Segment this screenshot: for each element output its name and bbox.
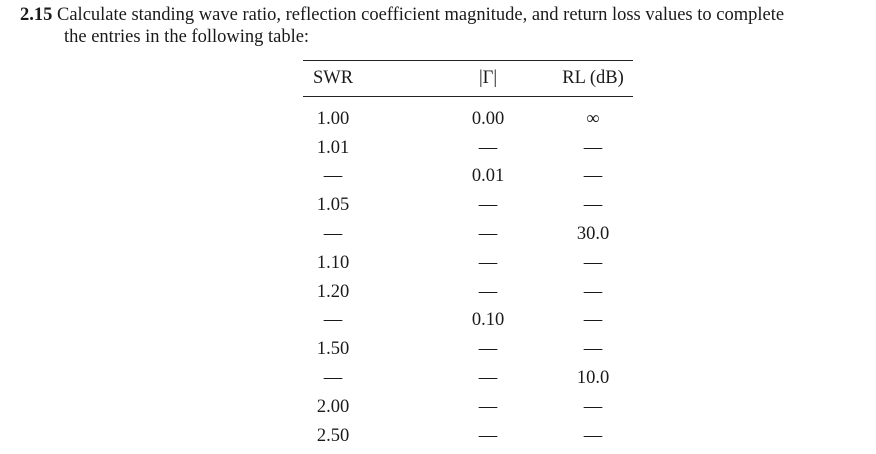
- problem-line-2: the entries in the following table:: [20, 26, 870, 48]
- table-row: 1.20 — —: [303, 278, 633, 307]
- table-top-rule: [303, 60, 633, 61]
- cell-swr: 2.00: [316, 396, 350, 417]
- cell-rl: 10.0: [576, 368, 610, 389]
- cell-rl: —: [583, 425, 603, 446]
- table-row: 1.05 — —: [303, 191, 633, 220]
- table-row: — — 30.0: [303, 220, 633, 249]
- cell-gamma: —: [478, 368, 498, 389]
- cell-gamma: 0.01: [471, 166, 505, 187]
- cell-swr: —: [323, 368, 343, 389]
- table-row: — — 10.0: [303, 364, 633, 393]
- cell-gamma: —: [478, 339, 498, 360]
- table-row: 1.50 — —: [303, 335, 633, 364]
- cell-rl: —: [583, 166, 603, 187]
- problem-text-line-2: the entries in the following table:: [64, 27, 310, 47]
- cell-rl: ∞: [586, 108, 600, 129]
- cell-swr: 1.05: [316, 195, 350, 216]
- cell-gamma: —: [478, 137, 498, 158]
- data-table: SWR |Γ| RL (dB) 1.00 0.00 ∞ 1.01— — —0.01—1.0…: [303, 60, 633, 451]
- cell-swr: 1.20: [316, 281, 350, 302]
- table-row: 2.00 — —: [303, 393, 633, 422]
- table-header-row: SWR |Γ| RL (dB): [303, 61, 633, 96]
- cell-gamma: 0.00: [471, 108, 505, 129]
- header-rl: RL (dB): [562, 68, 624, 88]
- table-row: 1.01 — —: [303, 134, 633, 163]
- cell-rl: —: [583, 310, 603, 331]
- table-header-rule: [303, 96, 633, 97]
- cell-gamma: —: [478, 224, 498, 245]
- problem-text-line-1: Calculate standing wave ratio, reflectio…: [57, 5, 785, 25]
- cell-rl: —: [583, 195, 603, 216]
- cell-rl: —: [583, 396, 603, 417]
- table-body: 1.00 0.00 ∞ 1.01— — —0.01—1.05— — — —30.0 1.10— —1…: [303, 105, 633, 451]
- cell-gamma: —: [478, 195, 498, 216]
- cell-swr: —: [323, 166, 343, 187]
- cell-rl: 30.0: [576, 224, 610, 245]
- cell-swr: 1.00: [316, 108, 350, 129]
- cell-swr: 2.50: [316, 425, 350, 446]
- cell-rl: —: [583, 252, 603, 273]
- problem-statement: 2.15 Calculate standing wave ratio, refl…: [20, 4, 870, 48]
- cell-gamma: —: [478, 281, 498, 302]
- cell-gamma: 0.10: [471, 310, 505, 331]
- table-row: 2.50 — —: [303, 422, 633, 451]
- table-row: 1.10 — —: [303, 249, 633, 278]
- header-swr: SWR: [312, 68, 354, 88]
- cell-gamma: —: [478, 425, 498, 446]
- cell-swr: —: [323, 310, 343, 331]
- cell-gamma: —: [478, 396, 498, 417]
- cell-gamma: —: [478, 252, 498, 273]
- table-row: 1.00 0.00 ∞: [303, 105, 633, 134]
- cell-rl: —: [583, 281, 603, 302]
- table-row: — 0.10 —: [303, 307, 633, 336]
- cell-swr: 1.10: [316, 252, 350, 273]
- cell-swr: 1.01: [316, 137, 350, 158]
- table-row: — 0.01 —: [303, 163, 633, 192]
- problem-number: 2.15: [20, 5, 53, 25]
- header-gamma: |Γ|: [478, 68, 498, 88]
- cell-rl: —: [583, 137, 603, 158]
- cell-swr: —: [323, 224, 343, 245]
- cell-rl: —: [583, 339, 603, 360]
- cell-swr: 1.50: [316, 339, 350, 360]
- table-gap: [303, 97, 633, 105]
- problem-line-1: 2.15 Calculate standing wave ratio, refl…: [20, 4, 870, 26]
